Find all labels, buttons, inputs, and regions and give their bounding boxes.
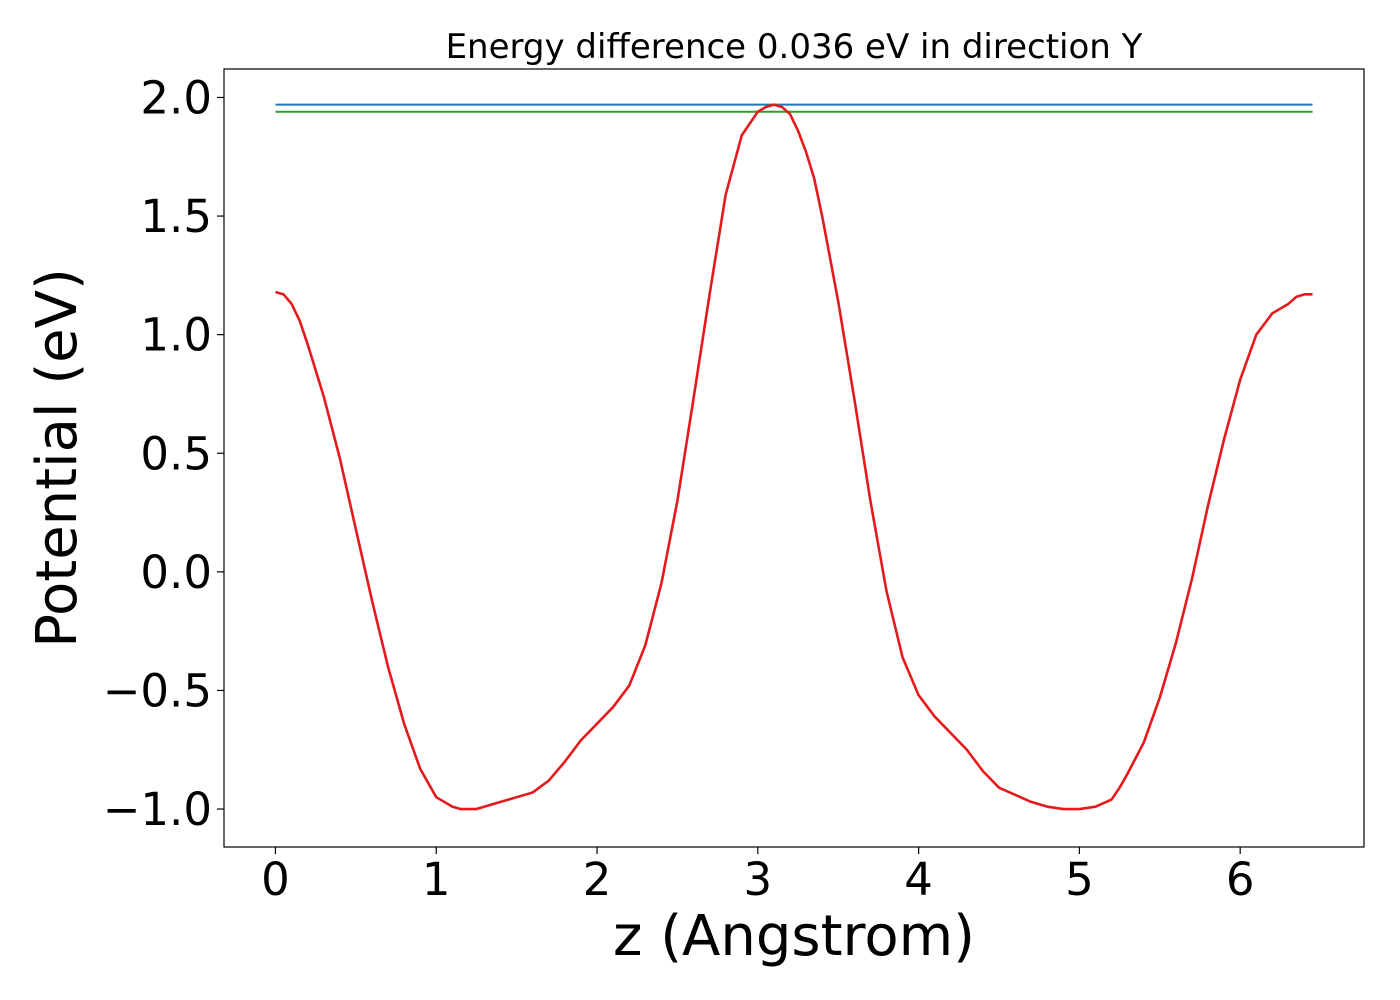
- y-tick-label: 0.0: [140, 546, 212, 599]
- x-tick-label: 5: [1065, 853, 1094, 906]
- y-tick-label: 0.5: [140, 427, 212, 480]
- x-tick-label: 6: [1226, 853, 1255, 906]
- x-axis-label: z (Angstrom): [613, 904, 975, 969]
- y-axis-label: Potential (eV): [25, 268, 90, 648]
- y-tick-label: −1.0: [103, 783, 212, 836]
- x-tick-label: 0: [261, 853, 290, 906]
- series-line-2: [275, 103, 1313, 811]
- x-tick-label: 1: [422, 853, 451, 906]
- y-tick-label: 1.0: [140, 309, 212, 362]
- x-tick-label: 4: [904, 853, 933, 906]
- y-tick-label: 2.0: [140, 71, 212, 124]
- plot-area: [223, 68, 1365, 848]
- y-tick-label: 1.5: [140, 190, 212, 243]
- x-tick-label: 2: [583, 853, 612, 906]
- axes-frame: [223, 68, 1365, 848]
- x-tick-label: 3: [744, 853, 773, 906]
- y-tick-label: −0.5: [103, 664, 212, 717]
- chart-title: Energy difference 0.036 eV in direction …: [446, 27, 1143, 67]
- axis-ticks: 0 1 2 3 4 5 6 −1.0 −0.5 0.0 0.5 1.0 1.5 2.0: [103, 71, 1255, 906]
